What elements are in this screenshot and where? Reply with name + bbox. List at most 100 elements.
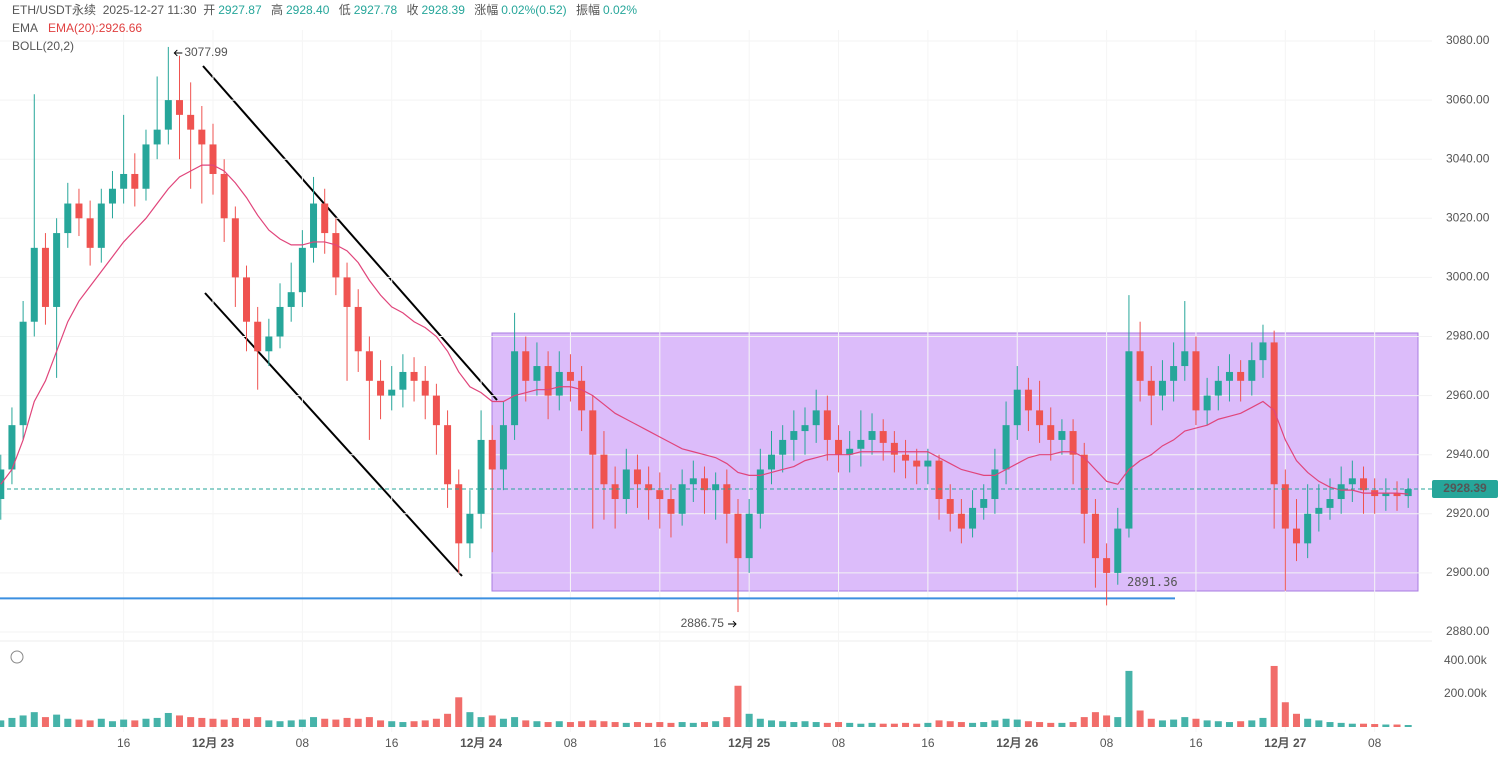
volume-bar	[187, 717, 195, 727]
volume-bar	[645, 722, 653, 727]
volume-bar	[287, 720, 295, 727]
candle-body	[243, 277, 251, 322]
volume-bar	[1103, 715, 1111, 727]
candle-body	[444, 425, 452, 485]
indicator-name[interactable]: BOLL(20,2)	[12, 39, 75, 53]
candle-body	[555, 371, 563, 396]
x-tick-label: 12月 26	[996, 736, 1038, 750]
x-tick-label: 08	[296, 736, 310, 750]
volume-bar	[868, 722, 876, 727]
candle-body	[377, 380, 385, 396]
volume-bar	[902, 722, 910, 727]
volume-bar	[1337, 722, 1345, 727]
volume-bar	[957, 722, 965, 727]
indicator-name[interactable]: EMA	[12, 21, 39, 35]
field-label: 振幅	[575, 3, 600, 17]
candle-body	[1147, 380, 1155, 396]
candle-body	[343, 277, 351, 307]
range-box	[491, 332, 1419, 592]
candle-body	[120, 173, 128, 189]
candle-body	[1270, 342, 1278, 485]
volume-bar	[41, 717, 49, 727]
volume-bar	[1036, 722, 1044, 727]
candle-body	[1136, 351, 1144, 381]
candle-body	[354, 306, 362, 352]
candle-body	[1069, 431, 1077, 455]
volume-bar	[913, 723, 921, 727]
volume-bar	[633, 722, 641, 727]
candle-body	[913, 460, 921, 467]
candle-body	[0, 469, 5, 500]
candle-body	[1360, 478, 1368, 491]
volume-bar	[566, 722, 574, 727]
volume-bar	[1069, 722, 1077, 727]
field-value: 0.02%(0.52)	[501, 3, 567, 17]
volume-bar	[1281, 702, 1289, 727]
candle-body	[678, 484, 686, 514]
candle-body	[1058, 431, 1066, 440]
candle-body	[1225, 371, 1233, 381]
volume-bar	[30, 712, 38, 727]
volume-bar	[455, 697, 463, 727]
volume-bar	[97, 718, 105, 727]
volume-bar	[846, 722, 854, 727]
candle-body	[30, 247, 38, 322]
volume-bar	[768, 720, 775, 727]
candle-body	[812, 410, 820, 426]
candle-body	[1036, 410, 1044, 426]
y-tick-label: 3060.00	[1446, 92, 1490, 106]
indicator-row: EMA EMA(20):2926.66	[12, 19, 643, 37]
candle-body	[578, 380, 586, 411]
volume-bar	[1404, 725, 1412, 727]
volume-bar	[801, 721, 809, 727]
volume-bar	[980, 722, 988, 727]
volume-bar	[354, 718, 362, 727]
x-tick-label: 16	[117, 736, 131, 750]
y-tick-label: 3080.00	[1446, 33, 1490, 47]
volume-bar	[734, 685, 742, 727]
candle-body	[1080, 454, 1088, 514]
volume-bar	[1393, 724, 1401, 727]
volume-bar	[64, 718, 72, 727]
header: ETH/USDT永续 2025-12-27 11:30 开 2927.87 高 29…	[12, 1, 643, 55]
candle-body	[388, 389, 396, 396]
candle-body	[153, 129, 161, 145]
field-value: 2928.39	[421, 3, 465, 17]
volume-bar	[611, 722, 619, 727]
candle-body	[745, 513, 753, 559]
candle-body	[131, 173, 139, 189]
candle-body	[64, 203, 72, 234]
candle-body	[779, 439, 787, 455]
candle-body	[957, 513, 965, 529]
volume-bar	[544, 722, 552, 727]
candle-body	[310, 203, 318, 248]
candle-body	[980, 499, 988, 508]
volume-bar	[1225, 722, 1233, 727]
candle-body	[969, 507, 977, 529]
candle-body	[1091, 513, 1099, 559]
x-tick-label: 08	[1100, 736, 1114, 750]
field-label: 低	[338, 3, 351, 17]
candle-body	[231, 218, 239, 278]
field-value: 0.02%	[602, 3, 637, 17]
volume-bar	[656, 722, 664, 727]
volume-bar	[1136, 710, 1144, 727]
channel-upper	[202, 65, 498, 401]
volume-bar	[790, 722, 798, 727]
volume-bar	[835, 722, 843, 727]
volume-bar	[243, 718, 251, 727]
volume-bar	[108, 721, 116, 727]
candle-body	[1348, 478, 1356, 485]
candle-body	[946, 499, 954, 514]
volume-bar	[1237, 721, 1245, 727]
volume-bar	[19, 715, 27, 727]
candle-body	[857, 439, 865, 449]
candle-body	[466, 513, 474, 544]
volume-bar	[1315, 720, 1323, 727]
volume-bar	[1002, 718, 1010, 727]
volume-bar	[1047, 722, 1055, 727]
candle-body	[533, 366, 541, 381]
collapse-icon[interactable]	[10, 650, 24, 664]
volume-bar	[779, 721, 787, 727]
